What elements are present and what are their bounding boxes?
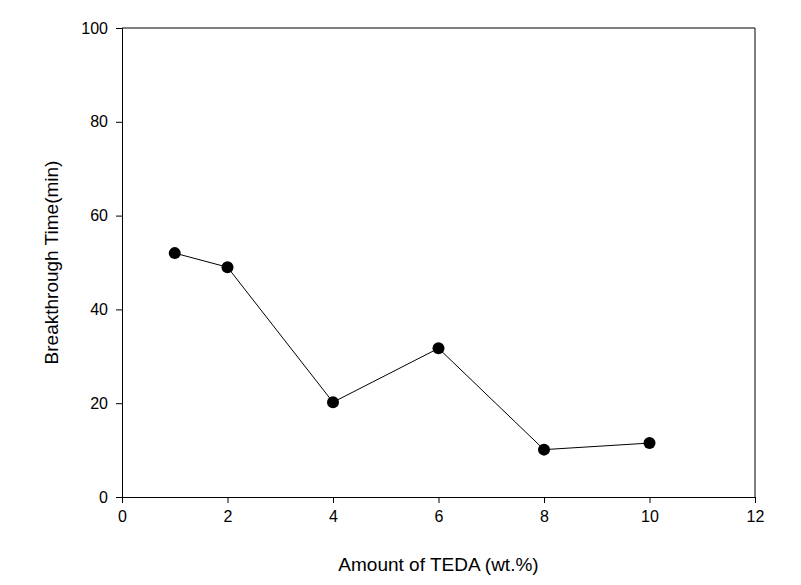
line — [175, 253, 650, 450]
x-tick-label: 4 — [329, 508, 338, 525]
y-axis-title: Breakthrough Time(min) — [41, 161, 62, 365]
marker — [169, 247, 181, 259]
y-axis-line — [116, 29, 123, 498]
marker — [222, 261, 234, 273]
x-tick: 10 — [641, 497, 659, 525]
y-tick-label: 100 — [81, 20, 108, 37]
x-tick-label: 8 — [540, 508, 549, 525]
x-axis-title: Amount of TEDA (wt.%) — [338, 554, 538, 575]
frame — [122, 28, 755, 497]
y-tick-mark — [116, 497, 122, 498]
x-tick-label: 10 — [641, 508, 659, 525]
marker — [327, 396, 339, 408]
y-tick-mark — [116, 403, 122, 404]
x-tick-mark — [333, 497, 334, 503]
y-tick-label: 0 — [99, 489, 108, 506]
y-tick: 80 — [90, 113, 122, 130]
y-tick-mark — [116, 216, 122, 217]
marker — [644, 437, 656, 449]
x-tick: 4 — [329, 497, 338, 525]
x-tick-mark — [439, 497, 440, 503]
y-tick-label: 60 — [90, 207, 108, 224]
y-tick: 20 — [90, 395, 122, 412]
x-tick: 6 — [435, 497, 444, 525]
x-tick: 12 — [747, 497, 765, 525]
y-tick: 40 — [90, 301, 122, 318]
y-tick: 100 — [81, 20, 122, 37]
y-tick: 0 — [99, 489, 122, 506]
x-tick-mark — [228, 497, 229, 503]
chart: 0 2 4 6 8 10 12 0 20 40 60 80 100 Amount of TEDA (wt.… — [0, 0, 801, 585]
x-tick: 2 — [224, 497, 233, 525]
marker — [538, 444, 550, 456]
data-layer — [169, 247, 656, 456]
x-tick: 8 — [540, 497, 549, 525]
y-tick-label: 80 — [90, 113, 108, 130]
plot: 0 2 4 6 8 10 12 0 20 40 60 80 100 — [81, 20, 764, 526]
x-tick: 0 — [118, 497, 127, 525]
y-tick-label: 20 — [90, 395, 108, 412]
y-tick-mark — [116, 122, 122, 123]
x-tick-mark — [755, 497, 756, 503]
x-axis: 0 2 4 6 8 10 12 — [118, 497, 764, 525]
y-tick-label: 40 — [90, 301, 108, 318]
x-tick-label: 12 — [747, 508, 765, 525]
x-axis-line — [123, 498, 756, 504]
x-tick-label: 0 — [118, 508, 127, 525]
x-tick-label: 2 — [224, 508, 233, 525]
x-tick-mark — [544, 497, 545, 503]
y-tick: 60 — [90, 207, 122, 224]
y-tick-mark — [116, 309, 122, 310]
y-tick-mark — [116, 28, 122, 29]
x-tick-mark — [650, 497, 651, 503]
marker — [433, 342, 445, 354]
x-tick-label: 6 — [435, 508, 444, 525]
y-axis: 0 20 40 60 80 100 — [81, 20, 122, 506]
